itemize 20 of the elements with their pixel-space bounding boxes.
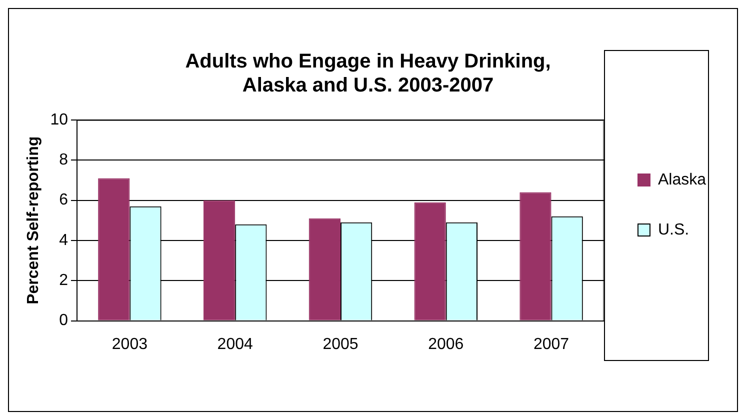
y-tick-label: 2: [59, 272, 68, 290]
y-tick-label: 4: [59, 232, 68, 249]
x-tick-label: 2003: [112, 336, 148, 353]
bar: [98, 178, 130, 320]
y-tick-label: 6: [59, 192, 68, 209]
bar: [414, 202, 446, 320]
chart-title: Adults who Engage in Heavy Drinking, Alaska and U.S. 2003-2007: [185, 50, 551, 97]
y-tick-label: 10: [50, 111, 68, 128]
x-tick-label: 2006: [428, 336, 464, 353]
legend-label: Alaska: [658, 171, 706, 188]
x-tick-label: 2007: [533, 336, 570, 353]
bar: [520, 192, 552, 320]
y-axis-title: Percent Self-reporting: [25, 136, 42, 304]
legend-label: U.S.: [658, 221, 690, 238]
x-tick-label: 2005: [322, 336, 358, 353]
y-tick-label: 0: [59, 312, 68, 330]
y-tick-label: 8: [59, 152, 68, 169]
bar: [203, 200, 236, 320]
bar: [308, 218, 340, 320]
x-tick-label: 2004: [217, 336, 253, 353]
